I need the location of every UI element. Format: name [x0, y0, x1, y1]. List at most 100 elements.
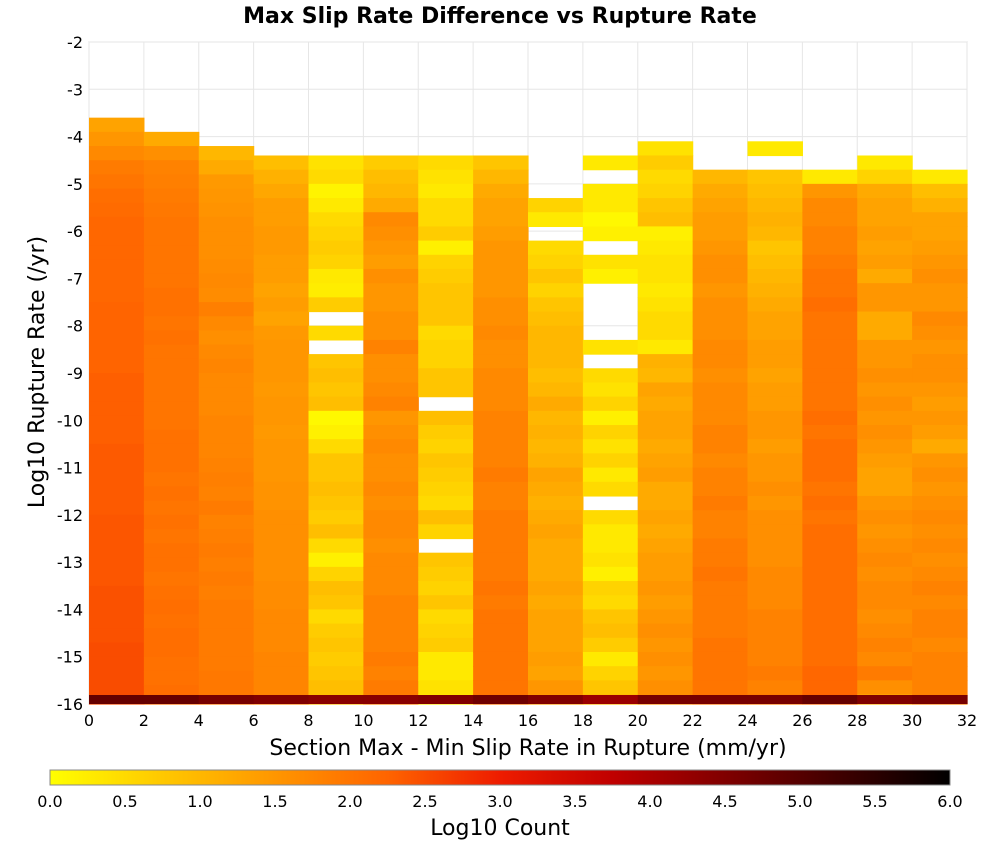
heatmap-cell: [363, 538, 419, 554]
heatmap-cell: [528, 311, 584, 327]
heatmap-cell: [89, 415, 145, 431]
heatmap-cell: [198, 443, 255, 459]
heatmap-cell: [802, 566, 858, 582]
heatmap-cell: [637, 155, 694, 171]
heatmap-cell: [253, 552, 310, 568]
heatmap-cell: [582, 396, 639, 412]
heatmap-cell: [473, 155, 529, 171]
heatmap-cell: [637, 325, 694, 341]
heatmap-cell: [198, 599, 255, 615]
heatmap-cell: [363, 283, 419, 298]
heatmap-cell: [308, 425, 364, 440]
heatmap-cell: [692, 566, 749, 582]
x-tick-label: 12: [408, 711, 428, 730]
heatmap-cell: [198, 486, 255, 502]
heatmap-cell: [802, 325, 858, 341]
heatmap-cell: [198, 188, 255, 204]
heatmap-cell: [857, 538, 913, 554]
heatmap-cell: [198, 316, 255, 332]
heatmap-cell: [308, 382, 364, 398]
heatmap-cell: [857, 439, 913, 454]
y-tick-label: -2: [67, 33, 83, 52]
heatmap-cell: [418, 169, 474, 185]
heatmap-cell: [857, 339, 913, 355]
heatmap-cell: [473, 169, 529, 185]
heatmap-cell: [198, 174, 255, 190]
heatmap-cell: [418, 368, 474, 384]
heatmap-cell: [363, 581, 419, 596]
heatmap-cell: [637, 226, 694, 242]
heatmap-cell: [692, 325, 749, 341]
heatmap-cell: [692, 410, 749, 426]
heatmap-cell: [912, 510, 968, 525]
heatmap-cell: [528, 198, 584, 213]
heatmap-cell: [363, 552, 419, 568]
heatmap-cell: [582, 581, 639, 596]
heatmap-cell: [912, 467, 968, 483]
heatmap-cell: [747, 552, 803, 568]
heatmap-cell: [473, 439, 529, 454]
heatmap-cell: [582, 453, 639, 469]
heatmap-cell: [198, 529, 255, 544]
heatmap-cell: [143, 585, 200, 601]
heatmap-cell: [473, 198, 529, 213]
heatmap-cell: [253, 339, 310, 355]
heatmap-cell: [418, 339, 474, 355]
heatmap-cell: [473, 382, 529, 398]
heatmap-cell: [912, 382, 968, 398]
heatmap-cell: [747, 609, 803, 625]
x-tick-label: 16: [518, 711, 538, 730]
heatmap-cell: [143, 429, 200, 445]
heatmap-cell: [198, 259, 255, 275]
heatmap-cell: [802, 396, 858, 412]
heatmap-cell: [912, 595, 968, 611]
heatmap-cell: [143, 146, 200, 161]
heatmap-cell: [857, 680, 913, 696]
heatmap-cell: [912, 524, 968, 540]
heatmap-cell: [582, 595, 639, 611]
heatmap-cell: [89, 571, 145, 587]
heatmap-cell: [418, 240, 474, 256]
heatmap-cell: [143, 642, 200, 658]
heatmap-cell: [747, 183, 803, 199]
heatmap-cell: [637, 510, 694, 525]
heatmap-cell: [857, 198, 913, 213]
heatmap-cell: [473, 637, 529, 653]
heatmap-cell: [143, 614, 200, 629]
heatmap-cell: [198, 543, 255, 559]
heatmap-cell: [692, 283, 749, 298]
heatmap-cell: [89, 330, 145, 346]
x-tick-label: 24: [737, 711, 757, 730]
heatmap-cell: [582, 198, 639, 213]
heatmap-cell: [692, 226, 749, 242]
heatmap-cell: [418, 552, 474, 568]
heatmap-cell: [418, 226, 474, 242]
heatmap-cell: [363, 566, 419, 582]
heatmap-cell: [418, 609, 474, 625]
heatmap-cell: [363, 651, 419, 667]
heatmap-cell: [857, 552, 913, 568]
heatmap-cell: [253, 283, 310, 298]
heatmap-cell: [857, 425, 913, 440]
heatmap-cell: [802, 581, 858, 596]
heatmap-cell: [89, 614, 145, 629]
heatmap-cell: [253, 538, 310, 554]
heatmap-cell: [528, 695, 584, 704]
heatmap-cell: [89, 486, 145, 502]
heatmap-cell: [582, 637, 639, 653]
heatmap-cell: [802, 354, 858, 369]
heatmap-cell: [747, 410, 803, 426]
heatmap-cell: [857, 609, 913, 625]
colorbar-tick-labels: 0.0 0.5 1.0 1.5 2.0 2.5 3.0 3.5 4.0 4.5 5.0 5.5 6.0: [37, 792, 962, 811]
heatmap-cell: [143, 131, 200, 147]
y-tick-label: -3: [67, 80, 83, 99]
heatmap-cell: [363, 453, 419, 469]
x-tick-label: 6: [249, 711, 259, 730]
heatmap-cell: [912, 283, 968, 298]
heatmap-cell: [528, 510, 584, 525]
heatmap-cell: [857, 481, 913, 497]
heatmap-cell: [198, 160, 255, 175]
heatmap-cell: [747, 311, 803, 327]
heatmap-cell: [308, 268, 364, 284]
